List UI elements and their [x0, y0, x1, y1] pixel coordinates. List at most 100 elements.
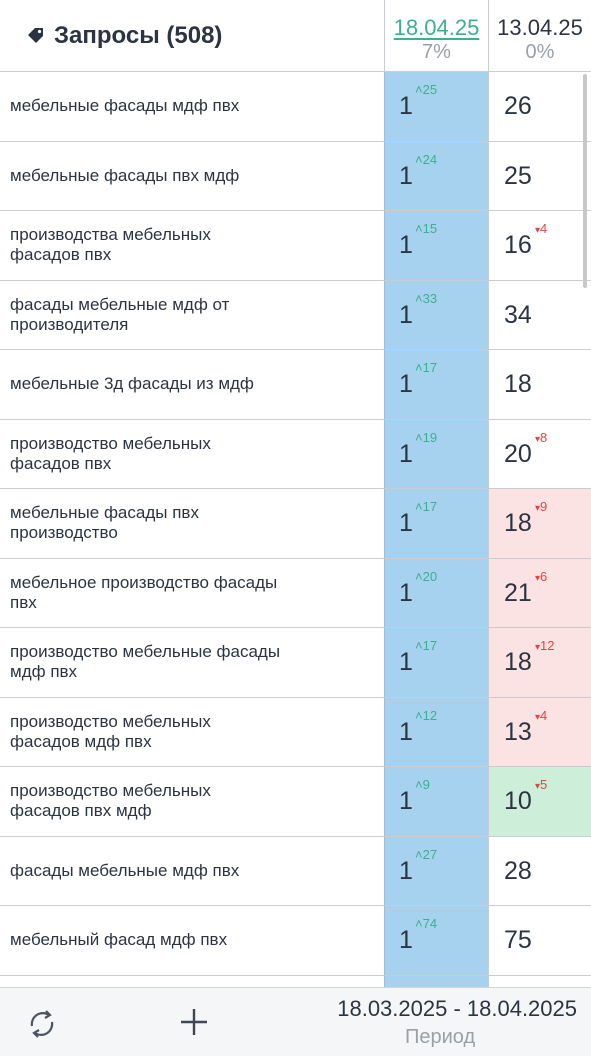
current-position-cell[interactable]: 1 ˄15 [384, 211, 488, 280]
position-value: 1 [399, 856, 413, 885]
current-position-cell[interactable]: 1 ˄19 [384, 419, 488, 488]
position-change-up: ˄15 [415, 221, 437, 236]
position-change-up: ˄27 [415, 847, 437, 862]
table-row[interactable]: производство мебельные фасады мдф пвх 1 ˄1… [0, 628, 591, 698]
position-change-value: 9 [540, 499, 548, 514]
position-change-value: 4 [540, 221, 548, 236]
table-row[interactable]: производство мебельных фасадов мдф пвх 1 ˄… [0, 697, 591, 767]
table-row[interactable]: мебельные фасады мдф пвх 1 ˄25 26 [0, 72, 591, 142]
period-range[interactable]: 18.03.2025 - 18.04.2025 [337, 996, 577, 1021]
position-change-up: ˄74 [415, 916, 437, 931]
query-text: производство мебельных фасадов пвх [10, 433, 211, 473]
query-text: мебельные фасады пвх мдф [10, 165, 240, 185]
current-position-cell[interactable]: 1 ˄20 [384, 558, 488, 627]
current-position-cell[interactable]: 1 ˄74 [384, 906, 488, 975]
table-row[interactable]: фасады мебельные мдф от производителя 1 ˄3… [0, 280, 591, 350]
table-row[interactable]: мебельные фасады пвх производство 1 ˄17 18 ▾… [0, 489, 591, 559]
current-position-cell[interactable]: 1 ˄17 [384, 350, 488, 419]
scrollbar[interactable] [583, 74, 587, 288]
arrow-up-icon: ˄ [415, 916, 423, 931]
column-header-current[interactable]: 18.04.25 7% [384, 0, 488, 72]
column-date[interactable]: 18.04.25 [393, 15, 480, 40]
position-value: 18 [504, 648, 532, 676]
arrow-down-icon: ▾ [535, 711, 541, 723]
arrow-up-icon: ˄ [415, 568, 423, 584]
previous-position-cell[interactable]: 25 [488, 141, 591, 210]
position-value: 13 [504, 717, 532, 746]
query-text: мебельные фасады пвх производство [10, 503, 199, 543]
current-position-cell[interactable]: 1 ˄27 [384, 836, 488, 905]
arrow-up-icon: ˄ [415, 151, 423, 167]
period-label: Период [405, 1026, 476, 1048]
current-position-cell[interactable]: 1 ˄17 [384, 628, 488, 697]
bottom-toolbar: 18.03.2025 - 18.04.2025 Период [0, 987, 591, 1056]
current-position-cell[interactable]: 1 ˄33 [384, 280, 488, 349]
position-change-up: ˄17 [415, 360, 437, 375]
previous-position-cell[interactable]: 20 ▾8 [488, 419, 591, 488]
position-value: 1 [399, 300, 413, 329]
position-change-down: ▾9 [535, 499, 547, 514]
table-row[interactable]: мебельные 3д фасады из мдф 1 ˄17 18 [0, 350, 591, 420]
arrow-up-icon: ˄ [415, 82, 423, 97]
table-row[interactable]: фасады мебельные мдф пвх 1 ˄27 28 [0, 836, 591, 906]
position-value: 1 [399, 161, 413, 190]
query-text: фасады мебельные мдф пвх [10, 860, 240, 880]
position-change-down: ▾4 [535, 708, 547, 723]
arrow-down-icon: ▾ [535, 642, 541, 653]
current-position-cell[interactable]: 1 ˄9 [384, 767, 488, 836]
previous-position-cell[interactable]: 18 [488, 350, 591, 419]
arrow-down-icon: ▾ [535, 781, 541, 792]
table-row[interactable]: мебельный фасад мдф пвх 1 ˄74 75 [0, 906, 591, 976]
previous-position-cell[interactable]: 13 ▾4 [488, 697, 591, 766]
current-position-cell[interactable]: 1 ˄17 [384, 489, 488, 558]
position-change-value: 33 [422, 290, 438, 306]
refresh-icon[interactable] [22, 1004, 62, 1044]
position-change-down: ▾5 [535, 777, 547, 792]
position-value: 28 [504, 856, 532, 885]
table-row[interactable]: мебельное производство фасады пвх 1 ˄20 21 ▾… [0, 558, 591, 628]
table-row[interactable]: производство мебельных фасадов пвх мдф 1 ˄… [0, 767, 591, 837]
column-date[interactable]: 13.04.25 [497, 15, 583, 40]
arrow-down-icon: ▾ [535, 225, 541, 236]
current-position-cell[interactable]: 1 ˄25 [384, 72, 488, 141]
plus-icon[interactable] [176, 1004, 212, 1040]
position-change-value: 4 [540, 707, 548, 723]
queries-title-cell[interactable]: Запросы (508) [0, 0, 384, 72]
position-value: 1 [399, 231, 413, 259]
column-header-previous[interactable]: 13.04.25 0% [488, 0, 591, 72]
previous-position-cell[interactable]: 34 [488, 280, 591, 349]
previous-position-cell[interactable]: 18 ▾12 [488, 628, 591, 697]
previous-position-cell[interactable]: 21 ▾6 [488, 558, 591, 627]
position-change-up: ˄17 [415, 638, 437, 653]
position-change-value: 12 [422, 707, 438, 723]
position-value: 10 [504, 787, 532, 815]
position-change-value: 17 [422, 638, 438, 653]
column-percent: 7% [422, 41, 451, 63]
query-text: мебельный фасад мдф пвх [10, 930, 228, 950]
position-value: 16 [504, 231, 532, 259]
previous-position-cell[interactable]: 10 ▾5 [488, 767, 591, 836]
queries-table[interactable]: мебельные фасады мдф пвх 1 ˄25 26 мебельные … [0, 72, 591, 987]
table-row[interactable]: мебельные фасады пвх мдф 1 ˄24 25 [0, 141, 591, 211]
current-position-cell[interactable]: 1 ˄12 [384, 697, 488, 766]
position-value: 21 [504, 578, 532, 607]
position-change-value: 74 [422, 916, 438, 931]
current-position-cell[interactable]: 1 ˄24 [384, 141, 488, 210]
position-change-value: 20 [422, 568, 438, 584]
position-change-value: 8 [540, 429, 548, 445]
current-position-cell[interactable] [384, 975, 488, 987]
previous-position-cell[interactable]: 28 [488, 836, 591, 905]
previous-position-cell[interactable]: 26 [488, 72, 591, 141]
table-row[interactable]: производство мебельных фасадов пвх 1 ˄19 20… [0, 419, 591, 489]
previous-position-cell[interactable] [488, 975, 591, 987]
previous-position-cell[interactable]: 16 ▾4 [488, 211, 591, 280]
previous-position-cell[interactable]: 75 [488, 906, 591, 975]
arrow-up-icon: ˄ [415, 360, 423, 375]
position-change-up: ˄9 [415, 777, 430, 792]
position-value: 18 [504, 370, 532, 398]
position-change-value: 19 [422, 429, 438, 445]
table-row[interactable] [0, 975, 591, 987]
previous-position-cell[interactable]: 18 ▾9 [488, 489, 591, 558]
table-row[interactable]: производства мебельных фасадов пвх 1 ˄15 16… [0, 211, 591, 281]
query-text: мебельные фасады мдф пвх [10, 96, 240, 116]
